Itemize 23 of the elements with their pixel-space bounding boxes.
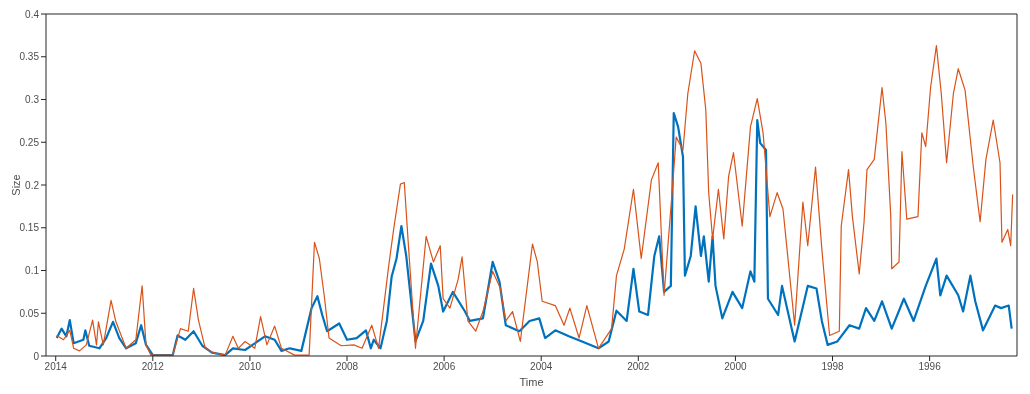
y-tick-label: 0.15 [19,222,40,234]
x-tick-label: 2000 [724,361,747,373]
x-tick-label: 2008 [335,361,359,373]
x-tick-label: 2014 [44,361,68,373]
y-tick-label: 0.05 [19,307,40,319]
y-tick-label: 0.35 [19,51,40,63]
x-tick-label: 2012 [141,361,165,373]
x-tick-label: 1996 [918,361,942,373]
y-tick-label: 0.4 [25,8,40,20]
y-tick-label: 0.1 [25,265,40,277]
x-tick-label: 1998 [821,361,845,373]
y-tick-label: 0.25 [19,136,40,148]
line-series [55,112,1013,356]
x-tick-label: 2010 [238,361,262,373]
y-axis-title: Size [9,174,22,196]
x-tick-label: 2002 [627,361,650,373]
y-tick-label: 0.3 [25,94,40,106]
x-tick-label: 2004 [530,361,553,373]
line-series [56,45,1014,356]
y-tick-label: 0 [33,350,40,362]
x-axis-title: Time [519,376,544,388]
x-tick-label: 2006 [432,361,456,373]
y-tick-label: 0.2 [25,179,40,191]
